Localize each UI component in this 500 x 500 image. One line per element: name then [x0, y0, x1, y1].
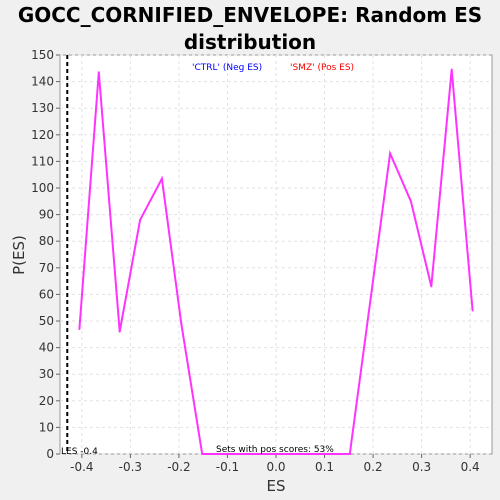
x-tick-label: -0.3	[119, 460, 142, 474]
es-marker-label: LES -0.4	[61, 447, 98, 457]
y-tick-label: 20	[39, 394, 54, 408]
y-tick-label: 30	[39, 367, 54, 381]
x-tick-label: 0.3	[412, 460, 431, 474]
x-tick-label: 0.1	[315, 460, 334, 474]
y-tick-label: 130	[31, 101, 54, 115]
x-tick-label: 0.4	[461, 460, 480, 474]
data-point	[430, 285, 433, 288]
x-tick-label: -0.4	[70, 460, 93, 474]
legend-neg: 'CTRL' (Neg ES)	[192, 63, 262, 73]
data-point	[409, 200, 412, 203]
y-tick-label: 100	[31, 181, 54, 195]
y-tick-label: 150	[31, 48, 54, 62]
x-axis: -0.4 -0.3 -0.2 -0.1 0.0 0.1 0.2 0.3 0.4	[70, 454, 480, 474]
data-point	[97, 71, 100, 74]
data-point	[118, 330, 121, 333]
chart-title: GOCC_CORNIFIED_ENVELOPE: Random ES distr…	[17, 3, 483, 54]
data-point	[78, 328, 81, 330]
y-tick-label: 10	[39, 420, 54, 434]
x-tick-label: 0.2	[364, 460, 383, 474]
y-tick-label: 140	[31, 75, 54, 89]
data-point	[180, 322, 183, 325]
data-point	[348, 453, 351, 455]
y-tick-label: 110	[31, 154, 54, 168]
x-tick-label: -0.1	[216, 460, 239, 474]
y-axis-label: P(ES)	[10, 235, 28, 275]
legend-pos: 'SMZ' (Pos ES)	[290, 63, 354, 73]
data-point	[471, 309, 474, 312]
pos-scores-annotation: Sets with pos scores: 53%	[216, 445, 334, 455]
x-tick-label: 0.0	[266, 460, 285, 474]
data-point	[389, 152, 392, 155]
data-point	[160, 177, 163, 180]
y-tick-label: 90	[39, 208, 54, 222]
data-point	[450, 68, 453, 71]
series-group	[78, 68, 474, 455]
x-tick-label: -0.2	[167, 460, 190, 474]
y-axis: 0 10 20 30 40 50 60 70 80 90 100 110 120 130 140 150	[31, 48, 60, 461]
y-tick-label: 80	[39, 234, 54, 248]
y-tick-label: 50	[39, 314, 54, 328]
y-tick-label: 60	[39, 287, 54, 301]
data-point	[201, 453, 204, 455]
y-tick-label: 70	[39, 261, 54, 275]
y-tick-label: 120	[31, 128, 54, 142]
x-axis-label: ES	[267, 477, 286, 495]
y-tick-label: 40	[39, 341, 54, 355]
data-point	[139, 218, 142, 221]
y-tick-label: 0	[46, 447, 54, 461]
